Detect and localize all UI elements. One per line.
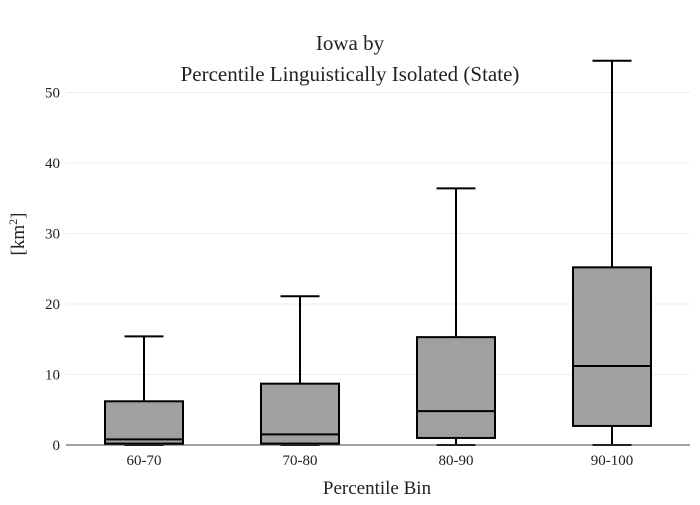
y-axis-ticks: 0 10 20 30 40 50	[45, 86, 60, 455]
x-tick-label: 60-70	[127, 453, 162, 469]
y-tick-label: 10	[45, 368, 60, 384]
box-series	[104, 59, 652, 446]
x-axis-ticks: 60-70 70-80 80-90 90-100	[127, 453, 634, 469]
y-tick-label: 40	[45, 156, 60, 172]
box-70-80	[260, 295, 340, 446]
y-axis-title-close: ]	[8, 213, 29, 219]
box-80-90	[416, 187, 496, 446]
x-axis-title: Percentile Bin	[323, 478, 432, 499]
interquartile-box	[104, 400, 184, 445]
interquartile-box	[572, 266, 652, 427]
y-tick-label: 20	[45, 297, 60, 313]
y-tick-label: 30	[45, 227, 60, 243]
interquartile-box	[416, 336, 496, 439]
y-tick-label: 0	[53, 438, 61, 454]
chart-title-line-2: Percentile Linguistically Isolated (Stat…	[181, 62, 520, 86]
y-axis-title: [km2]	[6, 213, 29, 256]
y-tick-label: 50	[45, 86, 60, 102]
y-axis-title-base: [km	[8, 225, 29, 256]
x-tick-label: 70-80	[283, 453, 318, 469]
chart-title-line-1: Iowa by	[316, 31, 385, 55]
x-tick-label: 90-100	[591, 453, 634, 469]
box-90-100	[572, 59, 652, 446]
box-60-70	[104, 335, 184, 446]
x-tick-label: 80-90	[439, 453, 474, 469]
y-axis-title-superscript: 2	[6, 219, 20, 225]
